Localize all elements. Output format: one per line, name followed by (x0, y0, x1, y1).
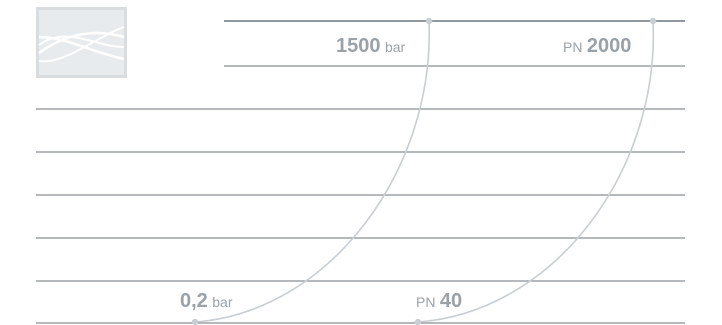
bottom-pn-label: PN 40 (416, 291, 462, 311)
bottom-pressure-value: 0,2 (180, 290, 208, 312)
top-pn-prefix: PN (563, 39, 583, 55)
top-pn-value: 2000 (586, 35, 632, 57)
pn-curve-top-dot (649, 17, 657, 25)
pn-curve (417, 20, 655, 323)
bottom-pn-prefix: PN (416, 294, 436, 310)
wave-lines-logo-icon (36, 7, 127, 78)
pn-curve-bottom-dot (414, 318, 422, 325)
pressure-curve-bottom-dot (191, 318, 199, 325)
top-pressure-value: 1500 (336, 35, 381, 57)
top-pressure-label: 1500 bar (336, 36, 405, 56)
top-pn-label: PN 2000 (563, 36, 631, 56)
bottom-pressure-label: 0,2 bar (180, 291, 233, 311)
top-pressure-unit: bar (384, 39, 406, 55)
pressure-curve-top-dot (425, 17, 433, 25)
pressure-curve (194, 20, 430, 323)
bottom-pn-value: 40 (439, 290, 463, 312)
bottom-pressure-unit: bar (212, 294, 233, 310)
